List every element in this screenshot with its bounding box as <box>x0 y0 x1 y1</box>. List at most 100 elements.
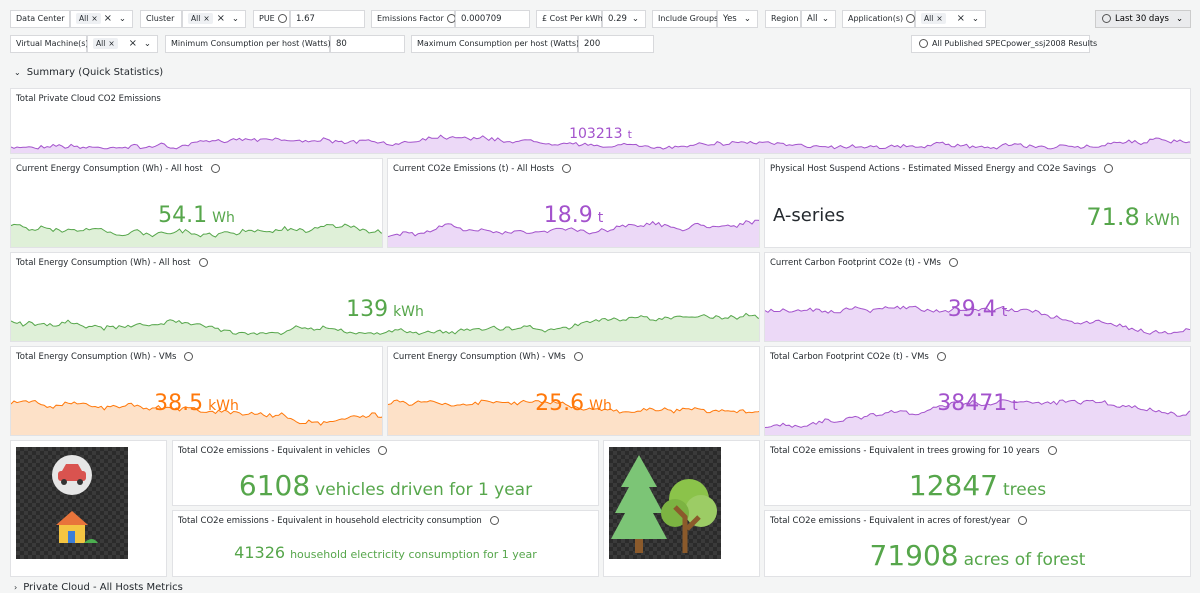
filter-label: Data Center <box>10 10 70 28</box>
next-section-header[interactable]: › Private Cloud - All Hosts Metrics <box>14 582 183 593</box>
sparkline <box>765 399 1190 435</box>
chip: All × <box>188 13 213 24</box>
panel-title: Total Energy Consumption (Wh) - VMs <box>16 352 194 362</box>
filter-value[interactable]: 80 <box>330 35 405 53</box>
unit: t <box>597 210 604 226</box>
chip: All × <box>93 38 118 49</box>
icon-trees <box>609 447 721 559</box>
chip: All × <box>76 13 101 24</box>
filter-value[interactable]: 0.29 ⌄ <box>602 10 646 28</box>
sparkline <box>765 305 1190 341</box>
stat-value: 71.8 kWh <box>1086 203 1180 231</box>
chip-remove: × <box>936 14 943 23</box>
filter-value[interactable]: All × × ⌄ <box>70 10 133 28</box>
sparkline <box>11 223 382 247</box>
filter-value[interactable]: All × × ⌄ <box>182 10 246 28</box>
panel-title: Current Energy Consumption (Wh) - All ho… <box>16 164 220 174</box>
chevron: ⌄ <box>14 68 21 77</box>
filter-value[interactable]: All × × ⌄ <box>87 35 158 53</box>
filter-label-text: PUE <box>259 14 275 23</box>
filter-label: PUE <box>253 10 290 28</box>
value: 38.5 <box>154 391 204 416</box>
stat-value: 12847 trees <box>765 469 1190 502</box>
unit: Wh <box>212 210 235 226</box>
panel-title-text: Current CO2e Emissions (t) - All Hosts <box>393 164 554 174</box>
stat-panel: Total CO2e emissions - Equivalent in tre… <box>764 440 1191 506</box>
panel-title-text: Current Carbon Footprint CO2e (t) - VMs <box>770 258 941 268</box>
panel-title: Total CO2e emissions - Equivalent in acr… <box>770 516 1028 526</box>
value-text: 0.000709 <box>461 14 502 24</box>
unit: kWh <box>1144 210 1180 229</box>
filter-label: Cluster <box>140 10 182 28</box>
panel-title-text: Total Energy Consumption (Wh) - VMs <box>16 352 177 362</box>
chip-text: All <box>924 14 934 23</box>
filter-label: Minimum Consumption per host (Watts) <box>165 35 343 53</box>
stat-panel: Current Energy Consumption (Wh) - VMs 25.… <box>387 346 760 436</box>
value-text: Yes <box>723 14 737 24</box>
unit: kWh <box>393 304 424 320</box>
time-picker[interactable]: Last 30 days ⌄ <box>1095 10 1191 28</box>
filter-label-text: Data Center <box>16 14 65 23</box>
value: 103213 <box>569 126 623 142</box>
value: 139 <box>346 297 389 322</box>
stat-panel: Total CO2e emissions - Equivalent in acr… <box>764 510 1191 577</box>
stat-panel: Current CO2e Emissions (t) - All Hosts 18… <box>387 158 760 248</box>
unit: household electricity consumption for 1 … <box>290 548 537 561</box>
stat-panel: Total Energy Consumption (Wh) - VMs 38.5 k… <box>10 346 383 436</box>
stat-value: 39.4 t <box>765 297 1190 322</box>
info-icon <box>489 516 499 525</box>
chevron: ⌄ <box>971 14 979 24</box>
filter-value[interactable]: 0.000709 <box>455 10 530 28</box>
info-icon <box>1047 446 1057 455</box>
info-icon <box>906 14 916 23</box>
stat-value: 54.1 Wh <box>11 203 382 228</box>
value: 54.1 <box>158 203 208 228</box>
section-title: Summary (Quick Statistics) <box>26 67 164 78</box>
value-text: 0.29 <box>608 14 627 24</box>
filter-value[interactable]: 200 <box>578 35 654 53</box>
filter-label-text: Virtual Machine(s) <box>16 39 89 48</box>
panel-title: Total CO2e emissions - Equivalent in tre… <box>770 446 1057 456</box>
panel-title: Total Private Cloud CO2 Emissions <box>16 94 161 104</box>
info-icon <box>1018 516 1028 525</box>
filter-value[interactable]: All × × ⌄ <box>915 10 986 28</box>
filter-value[interactable]: Yes ⌄ <box>717 10 758 28</box>
chip-remove: × <box>108 39 115 48</box>
filter-value[interactable]: All ⌄ <box>801 10 836 28</box>
section-header[interactable]: ⌄ Summary (Quick Statistics) <box>14 67 163 78</box>
stat-value: 18.9 t <box>388 203 759 228</box>
link-button[interactable]: All Published SPECpower_ssj2008 Results <box>911 35 1097 53</box>
link-text: All Published SPECpower_ssj2008 Results <box>932 39 1098 48</box>
value: 41326 <box>234 543 286 562</box>
icon-vehicle-house <box>16 447 128 559</box>
info-icon <box>573 352 583 361</box>
panel-title-text: Total CO2e emissions - Equivalent in hou… <box>178 516 482 526</box>
panel-title: Current Carbon Footprint CO2e (t) - VMs <box>770 258 958 268</box>
stat-value: 41326 household electricity consumption f… <box>173 543 598 562</box>
info-icon <box>948 258 958 267</box>
unit: trees <box>1003 480 1047 500</box>
clear-icon: × <box>128 38 137 49</box>
value-text: 1.67 <box>296 14 315 24</box>
image-panel <box>10 440 167 577</box>
series-name: A-series <box>773 205 845 226</box>
filter-label: Region <box>765 10 801 28</box>
chevron: ⌄ <box>631 14 639 24</box>
clear-icon: × <box>956 13 965 24</box>
panel-title: Physical Host Suspend Actions - Estimate… <box>770 164 1114 174</box>
unit: acres of forest <box>963 550 1086 570</box>
stat-value: 38.5 kWh <box>11 391 382 416</box>
filter-label-text: Region <box>771 14 799 23</box>
info-icon <box>184 352 194 361</box>
stat-value: 25.6 Wh <box>388 391 759 416</box>
chevron: ⌄ <box>743 14 751 24</box>
stat-panel: Total CO2e emissions - Equivalent in veh… <box>172 440 599 506</box>
stat-panel: Current Energy Consumption (Wh) - All ho… <box>10 158 383 248</box>
filter-label-text: Cluster <box>146 14 175 23</box>
filter-label: Maximum Consumption per host (Watts) <box>411 35 592 53</box>
filter-label: Include Groups <box>652 10 719 28</box>
info-icon <box>378 446 388 455</box>
filter-label-text: Include Groups <box>658 14 719 23</box>
filter-value[interactable]: 1.67 <box>290 10 365 28</box>
filter-label: Emissions Factor <box>371 10 456 28</box>
